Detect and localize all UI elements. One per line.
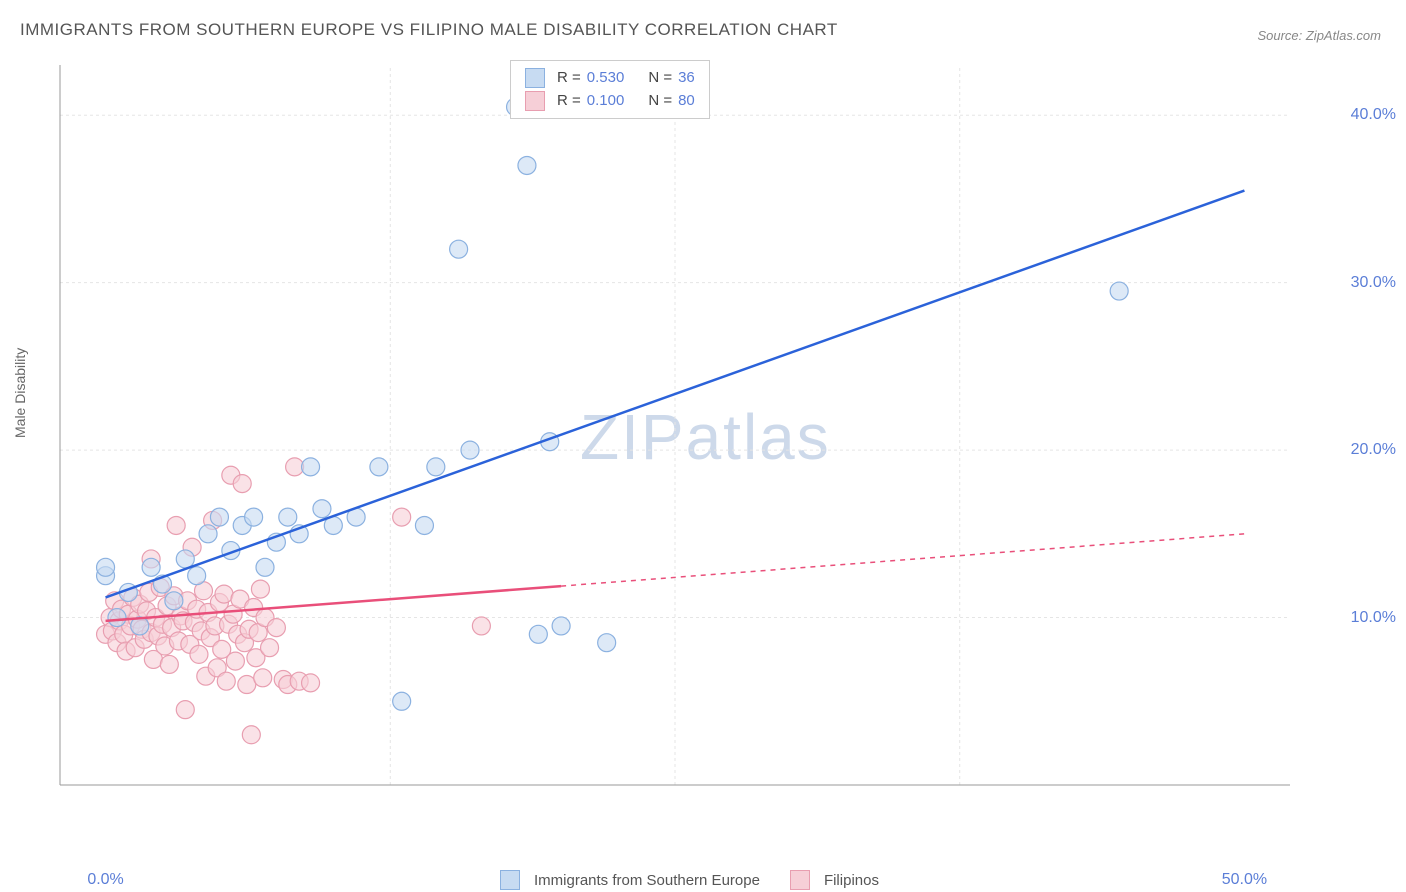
y-tick-label: 40.0% [1351, 106, 1396, 124]
legend-correlation: R = 0.530 N = 36 R = 0.100 N = 80 [510, 60, 710, 119]
n-value-2: 80 [678, 90, 695, 113]
x-tick-label: 0.0% [87, 871, 123, 889]
x-tick-label: 50.0% [1222, 871, 1267, 889]
legend-series: Immigrants from Southern Europe Filipino… [500, 870, 879, 890]
r-label: R = [557, 67, 581, 90]
n-label: N = [648, 90, 672, 113]
legend-item-series-1: Immigrants from Southern Europe [500, 870, 760, 890]
legend-row-series-1: R = 0.530 N = 36 [525, 67, 695, 90]
n-label: N = [648, 67, 672, 90]
swatch-blue [525, 68, 545, 88]
source-name: ZipAtlas.com [1306, 28, 1381, 43]
legend-item-series-2: Filipinos [790, 870, 879, 890]
r-value-2: 0.100 [587, 90, 625, 113]
y-axis-label: Male Disability [12, 348, 28, 438]
r-label: R = [557, 90, 581, 113]
series-1-name: Immigrants from Southern Europe [534, 872, 760, 889]
swatch-blue [500, 870, 520, 890]
y-tick-label: 30.0% [1351, 274, 1396, 292]
y-tick-label: 20.0% [1351, 441, 1396, 459]
source-label: Source: [1257, 28, 1305, 43]
r-value-1: 0.530 [587, 67, 625, 90]
scatter-plot [55, 60, 1345, 830]
swatch-pink [525, 91, 545, 111]
y-tick-label: 10.0% [1351, 609, 1396, 627]
n-value-1: 36 [678, 67, 695, 90]
swatch-pink [790, 870, 810, 890]
legend-row-series-2: R = 0.100 N = 80 [525, 90, 695, 113]
source-attribution: Source: ZipAtlas.com [1257, 28, 1381, 43]
chart-title: IMMIGRANTS FROM SOUTHERN EUROPE VS FILIP… [20, 20, 838, 40]
chart-area [55, 60, 1345, 830]
series-2-name: Filipinos [824, 872, 879, 889]
